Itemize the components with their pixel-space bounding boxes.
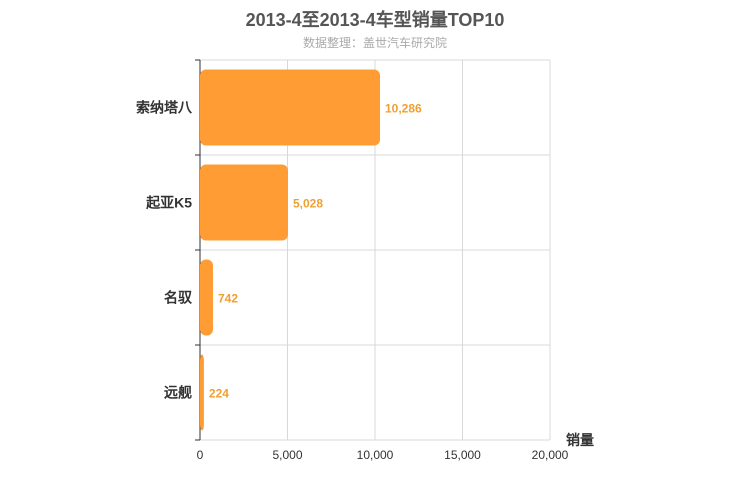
bar — [200, 164, 288, 241]
category-label: 远舰 — [164, 385, 192, 401]
data-label: 10,286 — [385, 102, 422, 116]
x-tick-label: 0 — [197, 448, 204, 462]
chart-subtitle: 数据整理：盖世汽车研究院 — [302, 36, 447, 50]
bar — [200, 354, 204, 431]
x-tick-label: 20,000 — [532, 448, 569, 462]
category-label: 起亚K5 — [145, 195, 192, 211]
chart-title: 2013-4至2013-4车型销量TOP10 — [245, 10, 505, 30]
data-label: 224 — [209, 387, 229, 401]
x-axis-label: 销量 — [566, 432, 594, 448]
x-tick-label: 15,000 — [444, 448, 481, 462]
bar — [200, 259, 213, 336]
x-tick-label: 5,000 — [272, 448, 302, 462]
data-label: 5,028 — [293, 197, 323, 211]
x-tick-label: 10,000 — [357, 448, 394, 462]
category-label: 名驭 — [164, 290, 193, 306]
category-label: 索纳塔八 — [136, 100, 193, 116]
data-label: 742 — [218, 292, 238, 306]
bar — [200, 69, 381, 146]
